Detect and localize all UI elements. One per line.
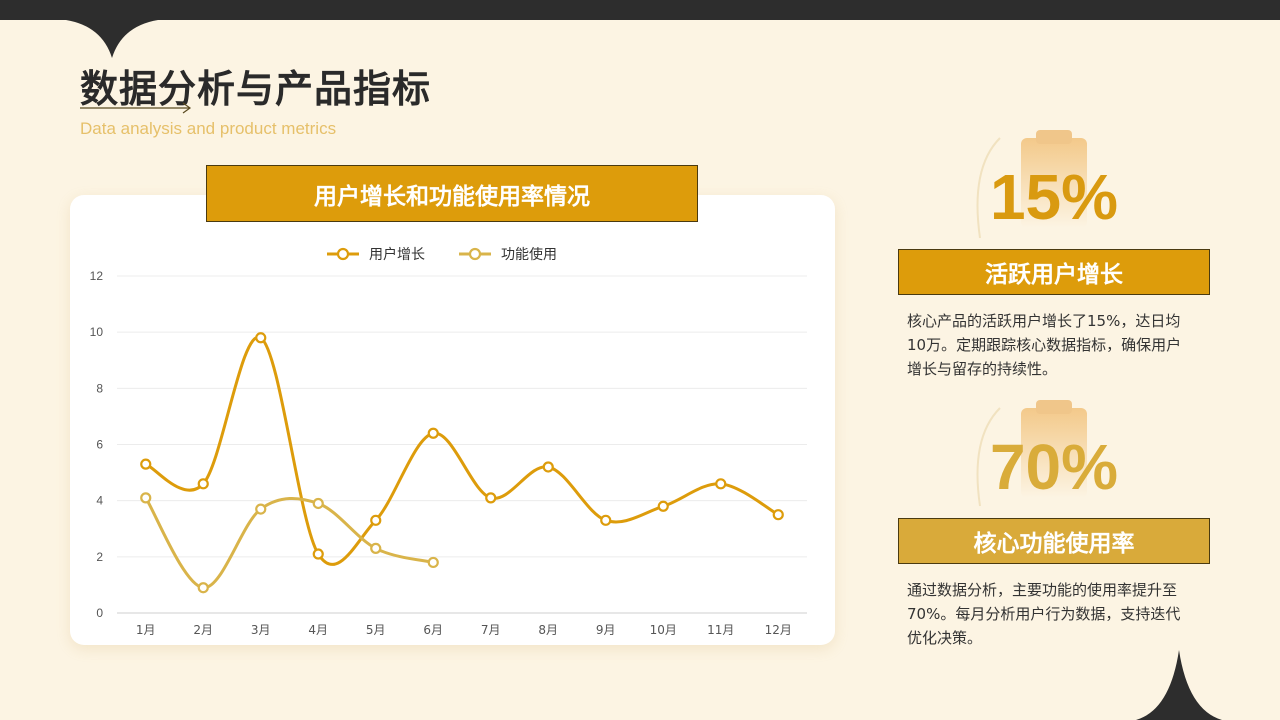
x-tick-label: 5月	[366, 623, 386, 637]
x-tick-label: 8月	[538, 623, 558, 637]
top-bar	[0, 0, 1280, 20]
x-tick-label: 9月	[596, 623, 616, 637]
data-point	[772, 509, 784, 521]
metric-desc-active-users: 核心产品的活跃用户增长了15%，达日均 10万。定期跟踪核心数据指标，确保用户 …	[907, 309, 1207, 381]
page-subtitle: Data analysis and product metrics	[80, 119, 337, 138]
data-point	[657, 500, 669, 512]
metric-label-core-usage: 核心功能使用率	[898, 518, 1210, 564]
chart-card	[70, 195, 835, 645]
data-point	[197, 582, 209, 594]
y-tick-label: 4	[96, 494, 103, 508]
data-point	[312, 548, 324, 560]
data-point	[255, 332, 267, 344]
clipboard-icon	[965, 130, 1145, 258]
data-point	[370, 514, 382, 526]
y-tick-label: 8	[96, 381, 103, 395]
metric-label-active-users: 活跃用户增长	[898, 249, 1210, 295]
desc-line: 通过数据分析，主要功能的使用率提升至	[907, 581, 1178, 599]
x-tick-label: 2月	[193, 623, 213, 637]
data-point	[197, 478, 209, 490]
metric-value-core-usage: 70%	[989, 431, 1119, 503]
data-point	[255, 503, 267, 515]
desc-line: 优化决策。	[907, 629, 983, 647]
desc-line: 10万。定期跟踪核心数据指标，确保用户	[907, 336, 1182, 354]
y-tick-label: 2	[96, 550, 103, 564]
data-point	[140, 492, 152, 504]
x-tick-label: 10月	[650, 623, 677, 637]
metric-value-active-users: 15%	[989, 161, 1119, 233]
y-tick-label: 10	[90, 325, 104, 339]
arrow-right-icon	[80, 102, 192, 114]
legend-marker	[336, 247, 350, 261]
x-tick-label: 1月	[136, 623, 156, 637]
y-tick-label: 6	[96, 438, 103, 452]
legend-marker	[468, 247, 482, 261]
x-tick-label: 3月	[251, 623, 271, 637]
data-point	[427, 427, 439, 439]
data-point	[427, 556, 439, 569]
x-tick-label: 12月	[765, 623, 792, 637]
legend-label: 用户增长	[369, 246, 425, 263]
legend-label: 功能使用	[501, 246, 557, 263]
x-tick-label: 11月	[707, 623, 734, 637]
metric-desc-core-usage: 通过数据分析，主要功能的使用率提升至 70%。每月分析用户行为数据，支持迭代 优…	[907, 578, 1207, 650]
y-tick-label: 0	[96, 606, 103, 620]
clipboard-icon	[965, 400, 1145, 523]
series-line	[144, 496, 435, 590]
data-point	[312, 497, 324, 510]
data-point	[715, 478, 727, 490]
bottom-corner-decoration	[1136, 650, 1222, 720]
x-tick-label: 4月	[308, 623, 328, 637]
data-point	[600, 514, 612, 526]
data-point	[370, 542, 382, 555]
desc-line: 核心产品的活跃用户增长了15%，达日均	[907, 312, 1181, 330]
x-tick-label: 7月	[481, 623, 501, 637]
top-corner-decoration	[66, 20, 158, 58]
series-line	[144, 335, 780, 566]
data-point	[542, 461, 554, 473]
chart-banner: 用户增长和功能使用率情况	[206, 165, 698, 222]
data-point	[485, 492, 497, 504]
desc-line: 70%。每月分析用户行为数据，支持迭代	[907, 605, 1181, 623]
page-title: 数据分析与产品指标	[80, 67, 432, 111]
data-point	[140, 458, 152, 470]
y-tick-label: 12	[90, 269, 104, 283]
x-tick-label: 6月	[423, 623, 443, 637]
desc-line: 增长与留存的持续性。	[907, 360, 1058, 378]
